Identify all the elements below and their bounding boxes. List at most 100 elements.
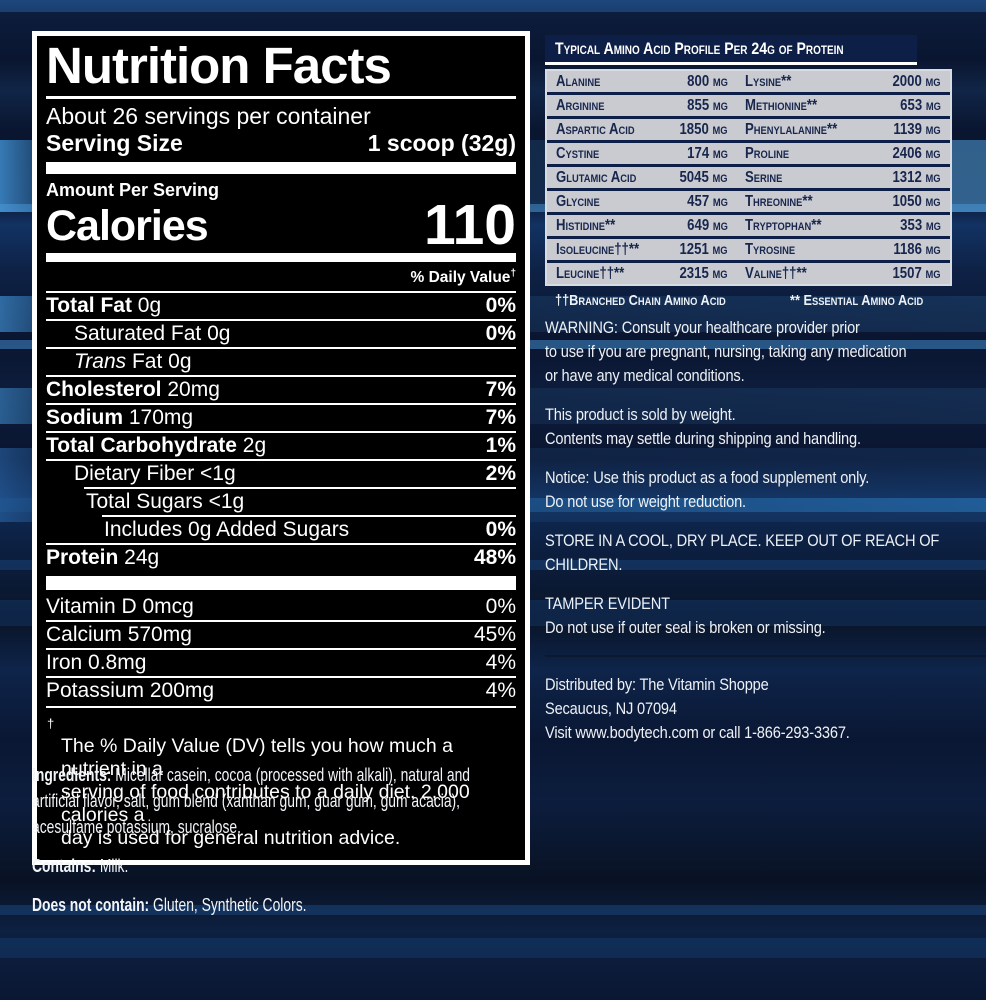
nutrient-row: Includes 0g Added Sugars 0% bbox=[46, 514, 516, 543]
amino-name: Aspartic Acid bbox=[556, 121, 635, 138]
nutrient-label: Protein 24g bbox=[46, 545, 160, 569]
nutrient-label: Saturated Fat 0g bbox=[74, 321, 231, 345]
nutrient-label: Total Carbohydrate 2g bbox=[46, 433, 267, 457]
nutrient-label: Includes 0g Added Sugars bbox=[104, 517, 350, 541]
nutrient-label: Cholesterol 20mg bbox=[46, 377, 220, 401]
servings-per-container: About 26 servings per container bbox=[46, 103, 371, 130]
amino-amount: 1251 mg bbox=[679, 241, 728, 258]
amino-name: Alanine bbox=[556, 73, 601, 90]
ingredients-text: Micellar casein, cocoa (processed with a… bbox=[32, 764, 471, 837]
serving-size-row: Serving Size 1 scoop (32g) bbox=[46, 130, 516, 157]
amino-name: Serine bbox=[745, 169, 783, 186]
contains-text: Milk. bbox=[95, 855, 129, 876]
nutrient-daily-value: 7% bbox=[485, 405, 516, 429]
amino-amount: 653 mg bbox=[900, 97, 941, 114]
nutrient-daily-value: 1% bbox=[485, 433, 516, 457]
ingredients-paragraph: Ingredients: Micellar casein, cocoa (pro… bbox=[32, 762, 530, 840]
dagger-symbol: † bbox=[510, 268, 516, 280]
amino-row: Glycine 457 mg Threonine** 1050 mg bbox=[547, 191, 950, 212]
amino-name: Cystine bbox=[556, 145, 600, 162]
row-divider bbox=[46, 290, 516, 293]
nutrient-row: Vitamin D 0mcg 0% bbox=[46, 594, 516, 620]
calories-row: Calories 110 bbox=[46, 197, 516, 254]
amino-row: Cystine 174 mg Proline 2406 mg bbox=[547, 143, 950, 164]
ingredients-label: Ingredients: bbox=[32, 764, 112, 785]
daily-value-header: % Daily Value† bbox=[46, 265, 516, 290]
row-divider bbox=[46, 647, 516, 650]
nutrient-label: Iron 0.8mg bbox=[46, 650, 147, 674]
daily-value-label: % Daily Value bbox=[410, 269, 511, 287]
nutrient-row: Iron 0.8mg 4% bbox=[46, 647, 516, 676]
amino-name: Tyrosine bbox=[745, 241, 796, 258]
nutrient-daily-value: 0% bbox=[485, 517, 516, 541]
amino-amount: 457 mg bbox=[686, 193, 728, 210]
nutrient-daily-value: 4% bbox=[485, 650, 516, 674]
contains-paragraph: Contains: Milk. bbox=[32, 853, 530, 879]
row-divider bbox=[46, 430, 516, 433]
amino-amount: 5045 mg bbox=[679, 169, 728, 186]
amino-row: Histidine** 649 mg Tryptophan** 353 mg bbox=[547, 215, 950, 236]
essential-note: ** Essential Amino Acid bbox=[789, 292, 924, 309]
amino-amount: 1050 mg bbox=[892, 193, 941, 210]
nutrient-label: Sodium 170mg bbox=[46, 405, 194, 429]
amino-name: Leucine††** bbox=[556, 265, 625, 282]
nutrient-row: Total Carbohydrate 2g 1% bbox=[46, 430, 516, 459]
separator-bar bbox=[46, 575, 516, 590]
nutrient-daily-value: 4% bbox=[485, 678, 516, 702]
nutrition-facts-title: Nutrition Facts bbox=[46, 40, 516, 100]
does-not-contain-label: Does not contain: bbox=[32, 894, 150, 915]
calories-label: Calories bbox=[46, 202, 209, 251]
nutrient-label: Vitamin D 0mcg bbox=[46, 594, 194, 618]
amino-table-footnote: ††Branched Chain Amino Acid ** Essential… bbox=[545, 292, 955, 309]
amino-name: Threonine** bbox=[745, 193, 814, 210]
amino-row: Alanine 800 mg Lysine** 2000 mg bbox=[547, 71, 950, 92]
amino-amount: 855 mg bbox=[686, 97, 728, 114]
amino-name: Proline bbox=[745, 145, 790, 162]
amino-amount: 1139 mg bbox=[893, 121, 941, 138]
amino-table-rows: Alanine 800 mg Lysine** 2000 mg Arginine… bbox=[545, 69, 952, 286]
footnote-text: The % Daily Value (DV) tells you how muc… bbox=[61, 734, 470, 849]
amino-name: Valine††** bbox=[745, 265, 808, 282]
amino-name: Methionine** bbox=[745, 97, 818, 114]
amino-name: Phenylalanine** bbox=[745, 121, 838, 138]
amino-amount: 1507 mg bbox=[892, 265, 941, 282]
amino-table-header: Typical Amino Acid Profile Per 24g of Pr… bbox=[545, 35, 917, 65]
vitamin-rows: Vitamin D 0mcg 0% Calcium 570mg 45% Iron… bbox=[46, 594, 516, 704]
nutrient-label: Dietary Fiber <1g bbox=[74, 461, 236, 485]
ingredients-section: Ingredients: Micellar casein, cocoa (pro… bbox=[32, 762, 530, 931]
distributor-divider bbox=[545, 655, 986, 657]
nutrient-daily-value: 0% bbox=[485, 594, 516, 618]
nutrient-label: Calcium 570mg bbox=[46, 622, 192, 646]
amino-name: Glycine bbox=[556, 193, 600, 210]
nutrient-daily-value: 0% bbox=[485, 293, 516, 317]
nutrient-row: Cholesterol 20mg 7% bbox=[46, 374, 516, 403]
row-divider bbox=[46, 542, 516, 545]
sold-by-weight-text: This product is sold by weight. Contents… bbox=[545, 405, 861, 448]
nutrient-row: Trans Fat 0g bbox=[46, 346, 516, 375]
nutrient-row: Saturated Fat 0g 0% bbox=[46, 318, 516, 347]
amino-acid-profile-table: Typical Amino Acid Profile Per 24g of Pr… bbox=[545, 35, 955, 309]
amino-amount: 1850 mg bbox=[679, 121, 728, 138]
tamper-evident-text: TAMPER EVIDENT Do not use if outer seal … bbox=[545, 594, 826, 637]
serving-size-label: Serving Size bbox=[46, 130, 183, 157]
nutrient-row: Calcium 570mg 45% bbox=[46, 619, 516, 648]
nutrient-daily-value: 48% bbox=[473, 545, 516, 569]
amino-name: Glutamic Acid bbox=[556, 169, 637, 186]
amino-row: Isoleucine††** 1251 mg Tyrosine 1186 mg bbox=[547, 239, 950, 260]
amino-name: Lysine** bbox=[745, 73, 792, 90]
amino-amount: 2000 mg bbox=[892, 73, 941, 90]
nutrition-facts-panel: Nutrition Facts About 26 servings per co… bbox=[32, 31, 530, 865]
nutrient-row: Total Fat 0g 0% bbox=[46, 290, 516, 319]
nutrient-daily-value: 7% bbox=[485, 377, 516, 401]
background-streak bbox=[0, 0, 986, 12]
amino-amount: 2406 mg bbox=[892, 145, 941, 162]
serving-size-value: 1 scoop (32g) bbox=[367, 130, 516, 157]
amino-table-header-text: Typical Amino Acid Profile Per 24g of Pr… bbox=[555, 39, 844, 58]
nutrient-row: Potassium 200mg 4% bbox=[46, 675, 516, 704]
nutrient-rows: Total Fat 0g 0% Saturated Fat 0g 0% Tran… bbox=[46, 290, 516, 571]
amino-name: Arginine bbox=[556, 97, 605, 114]
dagger-symbol: † bbox=[47, 715, 55, 731]
branched-chain-note: ††Branched Chain Amino Acid bbox=[555, 292, 726, 309]
contains-label: Contains: bbox=[32, 855, 96, 876]
